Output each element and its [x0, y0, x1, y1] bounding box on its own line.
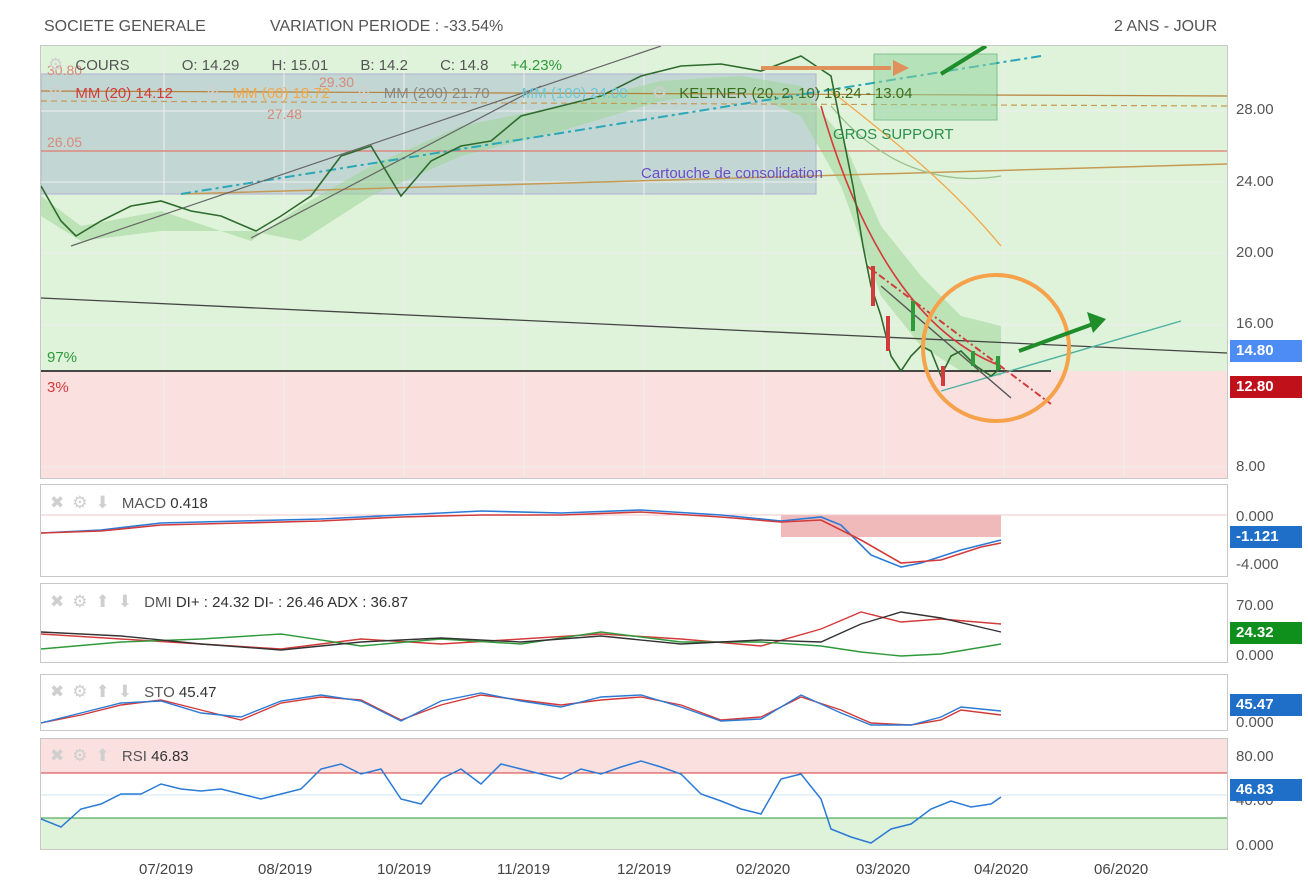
price-chart-pane[interactable]: GROS SUPPORT Cartouche de consolidation … — [40, 44, 1228, 479]
close-icon[interactable]: ✖ — [50, 493, 65, 512]
lower-zone — [41, 371, 1227, 478]
rsi-axis-label: 0.000 — [1236, 837, 1274, 854]
x-axis-label: 12/2019 — [617, 861, 672, 878]
rising-support-line — [180, 163, 1228, 195]
arrow-down-icon[interactable]: ⬇ — [95, 493, 110, 512]
last-price-tag: 14.80 — [1230, 340, 1302, 362]
macd-chart — [40, 509, 1227, 568]
arrow-up-icon[interactable]: ⬆ — [95, 682, 110, 701]
dmi-legend: ✖ ⚙ ⬆ ⬇ DMI DI+ : 24.32 DI- : 26.46 ADX : 3… — [50, 592, 409, 611]
arrow-up-icon[interactable]: ⬆ — [95, 592, 110, 611]
period-variation: VARIATION PERIODE : -33.54% — [270, 18, 504, 35]
level-3080: 30.80 — [47, 62, 82, 78]
close-icon[interactable]: ✖ — [50, 592, 65, 611]
keltner-band — [41, 76, 1001, 376]
ohlc-legend: ⚙ COURS O: 14.29 H: 15.01 B: 14.2 C: 14.… — [48, 55, 562, 74]
dmi-axis-label: 0.000 — [1236, 647, 1274, 664]
price-axis-label: 16.00 — [1236, 315, 1274, 332]
price-axis-label: 24.00 — [1236, 173, 1274, 190]
arrow-up-icon[interactable]: ⬆ — [95, 746, 110, 765]
macd-axis-label: 0.000 — [1236, 508, 1274, 525]
settings-icon[interactable]: ⚙ — [72, 493, 88, 512]
x-axis-label: 08/2019 — [258, 861, 313, 878]
instrument-title: SOCIETE GENERALE — [44, 18, 206, 35]
rsi-tag: 46.83 — [1230, 779, 1302, 801]
dmi-axis-label: 70.00 — [1236, 597, 1274, 614]
price-axis-label: 20.00 — [1236, 244, 1274, 261]
dmi-chart — [40, 611, 1002, 657]
mm20-line — [820, 105, 1002, 367]
rsi-pane[interactable] — [40, 738, 1228, 850]
settings-icon[interactable]: ⚙ — [72, 746, 88, 765]
up-arrow — [1018, 322, 1094, 353]
downtrend-line — [866, 265, 1052, 405]
sto-chart — [40, 692, 1002, 726]
long-trend-line — [40, 297, 1228, 354]
dmi-tag: 24.32 — [1230, 622, 1302, 644]
settings-icon[interactable]: ⚙ — [72, 682, 88, 701]
level-2748: 27.48 — [267, 106, 302, 122]
macd-signal-line — [40, 511, 1002, 564]
focus-circle — [921, 273, 1071, 423]
x-axis-label: 02/2020 — [736, 861, 791, 878]
candles — [871, 266, 1000, 386]
close-icon[interactable]: ✖ — [50, 682, 65, 701]
rebound-channel-line — [940, 320, 1182, 392]
rsi-legend: ✖ ⚙ ⬆ RSI 46.83 — [50, 746, 189, 765]
level-2930: 29.30 — [319, 74, 354, 90]
indicator-legend: ⚙ MM (20) 14.12 ⚙ MM (60) 18.72 ⚙ MM (20… — [48, 83, 913, 102]
macd-pane[interactable] — [40, 484, 1228, 577]
settings-icon[interactable]: ⚙ — [205, 83, 221, 102]
sto-tag: 45.47 — [1230, 694, 1302, 716]
dash-dot-line — [180, 55, 1042, 195]
macd-axis-label: -4.000 — [1236, 556, 1279, 573]
price-axis-label: 28.00 — [1236, 101, 1274, 118]
rsi-line — [40, 760, 1002, 844]
settings-icon[interactable]: ⚙ — [651, 83, 668, 102]
sto-pane[interactable] — [40, 674, 1228, 731]
x-axis-label: 10/2019 — [377, 861, 432, 878]
sto-axis-label: 0.000 — [1236, 714, 1274, 731]
price-axis-label: 8.00 — [1236, 458, 1266, 475]
level-2605: 26.05 — [47, 134, 82, 150]
settings-icon[interactable]: ⚙ — [48, 83, 64, 102]
settings-icon[interactable]: ⚙ — [48, 55, 64, 74]
above-pct: 97% — [47, 349, 77, 366]
rsi-axis-label: 80.00 — [1236, 748, 1274, 765]
dmi-pane[interactable] — [40, 583, 1228, 663]
resistance-line — [40, 90, 1228, 97]
settings-icon[interactable]: ⚙ — [356, 83, 372, 102]
rsi-chart — [40, 739, 1227, 849]
arrow-down-icon[interactable]: ⬇ — [117, 592, 132, 611]
macd-tag: -1.121 — [1230, 526, 1302, 548]
arrow-down-icon[interactable]: ⬇ — [117, 682, 132, 701]
settings-icon[interactable]: ⚙ — [72, 592, 88, 611]
close-icon[interactable]: ✖ — [50, 746, 65, 765]
gros-support-label: GROS SUPPORT — [833, 126, 954, 143]
x-axis-label: 06/2020 — [1094, 861, 1149, 878]
period-selector[interactable]: 2 ANS - JOUR — [1114, 18, 1218, 35]
x-axis-label: 03/2020 — [856, 861, 911, 878]
cartouche-label: Cartouche de consolidation — [641, 165, 823, 182]
below-pct: 3% — [47, 379, 69, 396]
price-chart: GROS SUPPORT Cartouche de consolidation … — [40, 44, 1228, 478]
mm100-line — [830, 105, 1002, 180]
x-axis-label: 11/2019 — [497, 861, 551, 878]
macd-legend: ✖ ⚙ ⬇ MACD 0.418 — [50, 493, 208, 512]
sto-legend: ✖ ⚙ ⬆ ⬇ STO 45.47 — [50, 682, 217, 701]
support-price-tag: 12.80 — [1230, 376, 1302, 398]
x-axis-label: 04/2020 — [974, 861, 1029, 878]
x-axis-label: 07/2019 — [139, 861, 194, 878]
mm60-line — [830, 90, 1002, 247]
macd-line — [40, 509, 1002, 568]
